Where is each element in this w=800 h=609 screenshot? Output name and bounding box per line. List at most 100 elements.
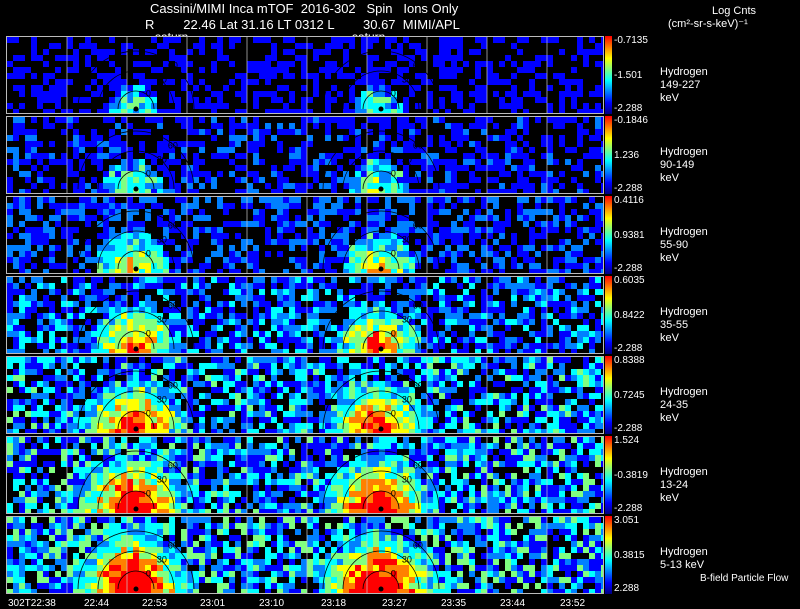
heatmap-cell [31,55,37,61]
heatmap-cell [13,423,19,429]
heatmap-cell [67,215,73,221]
heatmap-cell [163,141,169,147]
heatmap-cell [259,209,265,215]
heatmap-cell [133,227,139,233]
heatmap-cell [115,109,121,113]
heatmap-cell [253,123,259,129]
heatmap-cell [133,479,139,485]
heatmap-cell [199,103,205,109]
heatmap-cell [571,165,577,171]
heatmap-cell [601,417,603,423]
heatmap-cell [433,473,439,479]
heatmap-cell [187,429,193,433]
heatmap-cell [337,417,343,423]
heatmap-cell [337,423,343,429]
heatmap-cell [481,153,487,159]
heatmap-cell [427,171,433,177]
heatmap-cell [235,91,241,97]
heatmap-cell [121,189,127,193]
heatmap-cell [487,165,493,171]
heatmap-cell [277,357,283,363]
heatmap-cell [157,117,163,123]
heatmap-cell [313,295,319,301]
heatmap-cell [385,405,391,411]
heatmap-cell [223,491,229,497]
heatmap-cell [169,417,175,423]
heatmap-cell [259,449,265,455]
heatmap-cell [439,429,445,433]
heatmap-cell [373,263,379,269]
heatmap-cell [151,49,157,55]
heatmap-cell [301,147,307,153]
heatmap-cell [523,129,529,135]
heatmap-cell [283,177,289,183]
heatmap-cell [601,117,603,123]
heatmap-cell [523,189,529,193]
heatmap-cell [229,437,235,443]
heatmap-cell [403,177,409,183]
heatmap-cell [277,177,283,183]
heatmap-cell [523,417,529,423]
heatmap-cell [205,437,211,443]
heatmap-cell [235,135,241,141]
heatmap-cell [595,135,601,141]
heatmap-cell [547,283,553,289]
heatmap-cell [169,429,175,433]
heatmap-cell [403,387,409,393]
heatmap-cell [145,215,151,221]
heatmap-cell [49,357,55,363]
chart-title: Cassini/MIMI Inca mTOF 2016-302 Spin Ion… [150,1,459,16]
heatmap-cell [139,479,145,485]
heatmap-cell [121,313,127,319]
heatmap-cell [55,405,61,411]
heatmap-cell [283,227,289,233]
heatmap-cell [529,85,535,91]
heatmap-cell [415,283,421,289]
heatmap-cell [475,357,481,363]
heatmap-cell [103,233,109,239]
heatmap-cell [589,479,595,485]
heatmap-cell [601,257,603,263]
heatmap-cell [121,245,127,251]
heatmap-cell [91,91,97,97]
heatmap-cell [349,399,355,405]
heatmap-cell [19,123,25,129]
heatmap-cell [91,461,97,467]
heatmap-cell [103,479,109,485]
heatmap-cell [337,43,343,49]
heatmap-cell [379,165,385,171]
heatmap-cell [589,449,595,455]
heatmap-cell [457,437,463,443]
heatmap-cell [157,319,163,325]
heatmap-cell [61,343,67,349]
heatmap-cell [415,405,421,411]
heatmap-cell [421,313,427,319]
heatmap-cell [283,289,289,295]
heatmap-cell [475,319,481,325]
heatmap-cell [133,423,139,429]
heatmap-cell [163,239,169,245]
heatmap-cell [469,325,475,331]
heatmap-cell [379,417,385,423]
heatmap-cell [289,123,295,129]
heatmap-cell [415,313,421,319]
heatmap-cell [247,437,253,443]
heatmap-cell [481,147,487,153]
heatmap-cell [295,233,301,239]
heatmap-cell [589,455,595,461]
heatmap-cell [541,393,547,399]
heatmap-cell [391,363,397,369]
heatmap-cell [445,313,451,319]
heatmap-cell [241,283,247,289]
heatmap-cell [445,337,451,343]
heatmap-cell [283,269,289,273]
heatmap-cell [577,129,583,135]
heatmap-cell [271,443,277,449]
heatmap-cell [463,423,469,429]
heatmap-cell [457,97,463,103]
heatmap-cell [331,301,337,307]
heatmap-cell [535,55,541,61]
heatmap-cell [235,381,241,387]
heatmap-cell [319,221,325,227]
heatmap-cell [385,283,391,289]
